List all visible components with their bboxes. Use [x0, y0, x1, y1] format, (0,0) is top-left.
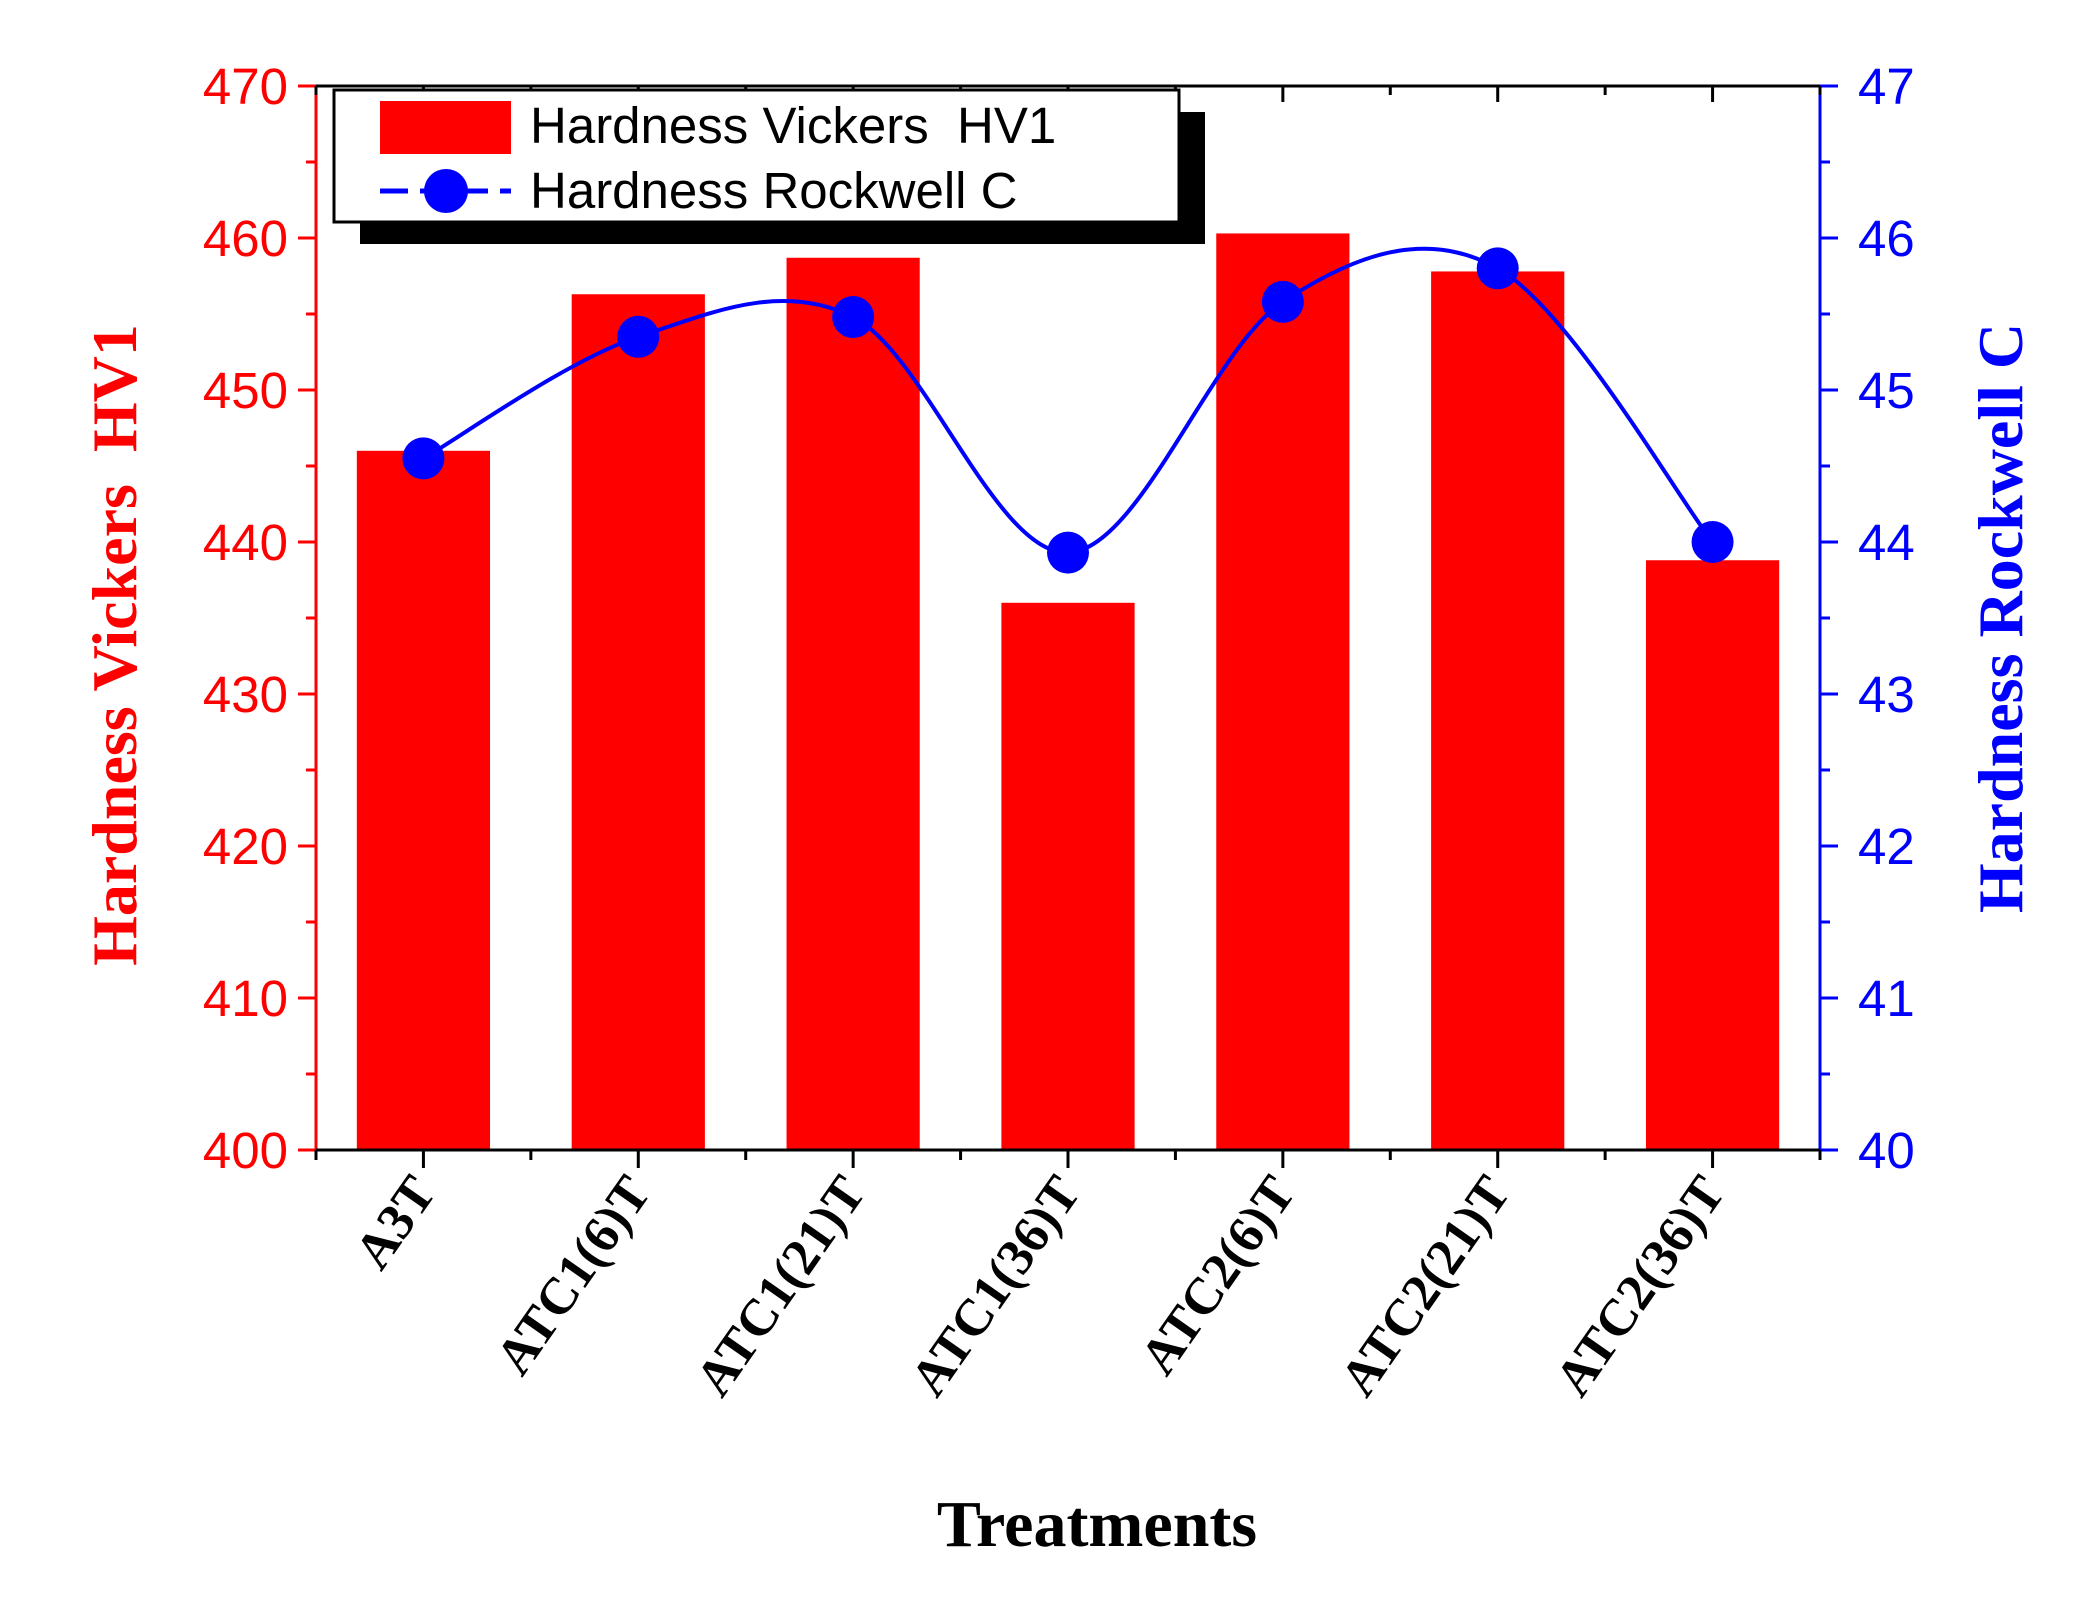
left-tick-label: 470 [203, 58, 288, 115]
left-axis-ticks: 400 410 420 430 440 450 460 470 [203, 58, 316, 1179]
x-tick-label: ATC2(36)T [1544, 1166, 1736, 1406]
x-axis-title: Treatments [937, 1488, 1257, 1561]
right-tick-label: 41 [1858, 970, 1915, 1027]
bar-atc1-36-t [1001, 602, 1135, 1150]
right-tick-label: 40 [1858, 1122, 1915, 1179]
legend: Hardness Vickers HV1 Hardness Rockwell C [332, 88, 1205, 244]
left-tick-label: 450 [203, 362, 288, 419]
rockwell-point-atc1-21-t [832, 296, 875, 339]
rockwell-point-atc1-6-t [617, 315, 660, 358]
rockwell-point-atc2-6-t [1261, 280, 1304, 323]
right-tick-label: 42 [1858, 818, 1915, 875]
rockwell-point-a3t [402, 437, 445, 480]
x-tick-label: ATC1(36)T [900, 1166, 1092, 1406]
legend-label-rockwell: Hardness Rockwell C [530, 162, 1018, 219]
bars-layer [356, 233, 1780, 1150]
right-tick-label: 47 [1858, 58, 1915, 115]
right-axis-ticks: 40 41 42 43 44 45 46 47 [1820, 58, 1915, 1179]
left-tick-label: 430 [203, 666, 288, 723]
bar-atc2-36-t [1645, 560, 1780, 1150]
left-tick-label: 410 [203, 970, 288, 1027]
left-tick-label: 420 [203, 818, 288, 875]
x-tick-label: ATC1(6)T [485, 1166, 662, 1385]
right-tick-label: 46 [1858, 210, 1915, 267]
legend-swatch-vickers [380, 101, 511, 154]
bar-atc1-21-t [786, 257, 920, 1150]
bar-atc1-6-t [571, 294, 705, 1150]
x-tick-label: ATC1(21)T [685, 1166, 877, 1406]
rockwell-point-atc2-36-t [1691, 521, 1734, 563]
left-tick-label: 400 [203, 1122, 288, 1179]
bar-a3t [356, 450, 491, 1150]
rockwell-line-layer [402, 246, 1734, 574]
legend-label-vickers: Hardness Vickers HV1 [530, 97, 1056, 154]
left-tick-label: 460 [203, 210, 288, 267]
x-tick-label: A3T [344, 1166, 447, 1279]
x-tick-label: ATC2(6)T [1130, 1166, 1307, 1385]
left-tick-label: 440 [203, 514, 288, 571]
right-tick-label: 45 [1858, 362, 1915, 419]
bar-atc2-6-t [1216, 233, 1350, 1150]
y-axis-left-title: Hardness Vickers HV1 [79, 324, 150, 966]
rockwell-point-atc2-21-t [1476, 247, 1519, 290]
right-tick-label: 44 [1858, 514, 1915, 571]
bar-atc2-21-t [1431, 271, 1565, 1150]
legend-marker-rockwell [424, 169, 468, 213]
y-axis-right-title: Hardness Rockwell C [1965, 323, 2036, 913]
rockwell-point-atc1-36-t [1047, 531, 1089, 574]
right-tick-label: 43 [1858, 666, 1915, 723]
x-tick-label: ATC2(21)T [1330, 1166, 1522, 1406]
